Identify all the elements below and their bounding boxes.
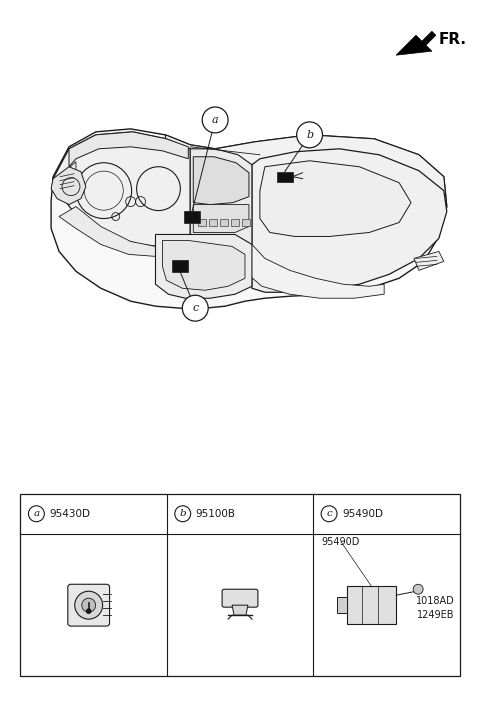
Polygon shape <box>69 132 188 167</box>
Text: a: a <box>212 115 218 125</box>
Text: 95100B: 95100B <box>196 509 236 519</box>
Text: 1018AD: 1018AD <box>416 596 455 606</box>
Text: b: b <box>180 509 186 518</box>
Bar <box>220 219 228 227</box>
Polygon shape <box>166 135 447 244</box>
Polygon shape <box>248 244 384 298</box>
Polygon shape <box>277 172 293 181</box>
Text: c: c <box>326 509 332 518</box>
Polygon shape <box>252 149 447 292</box>
Circle shape <box>175 505 191 522</box>
Circle shape <box>182 295 208 321</box>
Circle shape <box>86 609 91 614</box>
FancyBboxPatch shape <box>222 590 258 607</box>
Text: 95490D: 95490D <box>342 509 383 519</box>
Text: 1249EB: 1249EB <box>417 610 455 620</box>
Circle shape <box>321 505 337 522</box>
Bar <box>336 597 347 613</box>
Polygon shape <box>193 157 249 205</box>
Polygon shape <box>156 234 252 298</box>
Polygon shape <box>53 132 190 246</box>
Text: FR.: FR. <box>439 32 467 47</box>
Circle shape <box>28 505 44 522</box>
Bar <box>209 219 217 227</box>
Circle shape <box>413 585 423 594</box>
Polygon shape <box>414 251 444 270</box>
Text: 95430D: 95430D <box>49 509 90 519</box>
Polygon shape <box>162 241 245 290</box>
Polygon shape <box>51 129 447 309</box>
Bar <box>242 219 250 227</box>
Circle shape <box>297 122 323 148</box>
Polygon shape <box>59 207 156 256</box>
FancyBboxPatch shape <box>68 585 109 626</box>
Polygon shape <box>51 167 86 205</box>
Polygon shape <box>190 149 252 254</box>
Circle shape <box>75 591 103 619</box>
Bar <box>21 493 459 676</box>
Polygon shape <box>193 205 249 232</box>
Bar <box>347 586 396 624</box>
Polygon shape <box>260 161 411 237</box>
Text: a: a <box>33 509 39 518</box>
Bar <box>198 219 206 227</box>
Circle shape <box>82 598 96 612</box>
Bar <box>231 219 239 227</box>
Circle shape <box>202 107 228 133</box>
Polygon shape <box>184 210 200 222</box>
Text: 95490D: 95490D <box>321 537 360 547</box>
Polygon shape <box>396 31 436 55</box>
Polygon shape <box>59 162 76 191</box>
Text: b: b <box>306 130 313 140</box>
Text: c: c <box>192 303 198 313</box>
Polygon shape <box>232 605 248 615</box>
Polygon shape <box>172 261 188 273</box>
